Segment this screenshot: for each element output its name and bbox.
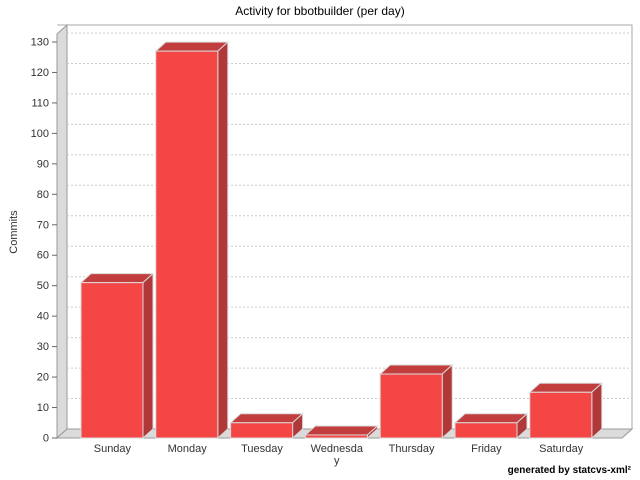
x-category-label-monday: Monday xyxy=(168,443,208,455)
y-tick-label-40: 40 xyxy=(37,311,49,323)
y-tick-label-110: 110 xyxy=(31,97,49,109)
y-tick-label-90: 90 xyxy=(37,158,49,170)
bar-monday xyxy=(155,50,219,439)
bar-top-sunday xyxy=(79,273,155,284)
bar-tuesday xyxy=(230,422,294,439)
x-category-label-thursday: Thursday xyxy=(389,443,435,455)
generator-credit: generated by statcvs-xml² xyxy=(507,465,631,476)
plot-border xyxy=(57,24,633,429)
bar-top-saturday xyxy=(528,382,604,393)
x-category-label-tuesday: Tuesday xyxy=(241,443,283,455)
x-category-label-friday: Friday xyxy=(471,443,502,455)
bar-side-sunday xyxy=(142,272,154,440)
bar-side-thursday xyxy=(441,363,453,440)
bar-friday xyxy=(454,422,518,439)
bar-side-monday xyxy=(217,41,229,440)
bar-wednesday xyxy=(304,434,368,439)
chart-title: Activity for bbotbuilder (per day) xyxy=(235,4,405,18)
y-tick-label-20: 20 xyxy=(37,372,49,384)
y-tick-label-0: 0 xyxy=(43,433,49,445)
bar-top-wednesday xyxy=(304,425,379,436)
y-tick-label-30: 30 xyxy=(37,341,49,353)
x-category-label-saturday: Saturday xyxy=(539,443,584,455)
y-tick-label-10: 10 xyxy=(37,402,49,414)
y-tick-label-130: 130 xyxy=(31,37,49,49)
bar-side-saturday xyxy=(591,382,603,440)
bar-top-thursday xyxy=(378,364,454,375)
bar-top-monday xyxy=(154,41,230,52)
y-tick-label-80: 80 xyxy=(37,189,49,201)
bar-top-tuesday xyxy=(229,413,304,424)
y-tick-label-60: 60 xyxy=(37,250,49,262)
y-tick-label-100: 100 xyxy=(31,128,49,140)
plot-left-wall xyxy=(56,23,68,440)
y-tick-label-50: 50 xyxy=(37,280,49,292)
bar-sunday xyxy=(80,282,144,439)
bar-saturday xyxy=(529,391,593,439)
y-tick-label-120: 120 xyxy=(31,67,49,79)
bar-top-friday xyxy=(453,413,529,424)
y-tick-label-70: 70 xyxy=(37,219,49,231)
x-category-label-wednesday: y xyxy=(334,455,340,467)
x-category-label-wednesday: Wednesda xyxy=(311,443,364,455)
bar-thursday xyxy=(379,373,443,439)
x-category-label-sunday: Sunday xyxy=(94,443,132,455)
